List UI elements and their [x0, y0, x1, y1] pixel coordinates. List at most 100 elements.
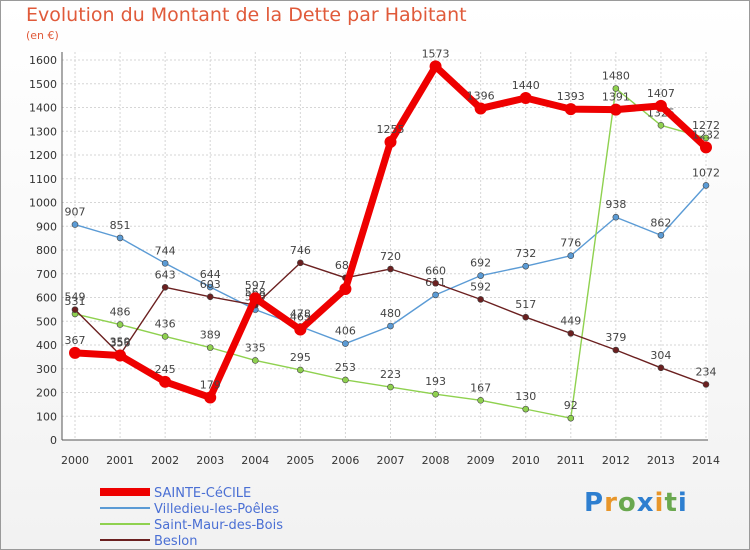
data-point: [206, 344, 214, 351]
proxiti-logo: Proxiti: [584, 488, 688, 518]
data-point: [567, 330, 575, 337]
data-label: 643: [155, 268, 176, 281]
data-label: 193: [425, 375, 446, 388]
data-point: [522, 262, 530, 270]
x-tick-label: 2011: [557, 454, 585, 467]
data-point: [71, 306, 79, 313]
data-point: [294, 323, 307, 336]
data-point: [657, 122, 665, 129]
data-point: [612, 213, 620, 221]
data-label: 359: [110, 336, 131, 349]
data-point: [342, 376, 349, 384]
data-point: [206, 283, 214, 291]
data-point: [69, 346, 81, 359]
data-label: 517: [515, 298, 536, 311]
data-point: [161, 259, 169, 267]
data-label: 746: [290, 244, 311, 257]
x-tick-label: 2002: [151, 454, 179, 467]
chart-subtitle: (en €): [26, 29, 59, 42]
data-label: 531: [65, 295, 86, 308]
y-tick-label: 300: [36, 363, 57, 376]
data-point: [702, 381, 710, 388]
data-label: 245: [155, 363, 176, 376]
data-point: [522, 405, 530, 413]
data-label: 597: [245, 279, 266, 292]
x-tick-label: 2012: [602, 454, 630, 467]
data-label: 692: [470, 257, 491, 270]
x-tick-label: 2013: [647, 454, 675, 467]
y-tick-label: 500: [36, 315, 57, 328]
data-label: 436: [155, 317, 176, 330]
data-label: 1072: [692, 166, 720, 179]
data-point: [159, 375, 172, 388]
x-tick-label: 2010: [512, 454, 540, 467]
data-point: [387, 383, 394, 391]
data-label: 223: [380, 368, 401, 381]
data-point: [339, 282, 352, 295]
y-tick-label: 0: [50, 434, 57, 447]
data-point: [657, 231, 665, 239]
data-label: 1573: [422, 47, 450, 60]
data-point: [477, 397, 484, 404]
x-tick-label: 2001: [106, 454, 134, 467]
x-tick-label: 2007: [377, 454, 405, 467]
data-point: [116, 234, 124, 242]
data-point: [432, 390, 439, 398]
y-tick-label: 1200: [29, 149, 57, 162]
data-point: [204, 391, 217, 404]
data-label: 1272: [692, 119, 720, 132]
data-label: 851: [110, 219, 131, 232]
data-point: [474, 102, 487, 115]
data-label: 549: [65, 291, 86, 304]
legend-label: Villedieu-les-Poêles: [154, 502, 279, 517]
x-tick-label: 2009: [467, 454, 495, 467]
data-label: 744: [155, 244, 176, 257]
data-point: [432, 291, 439, 299]
x-tick-label: 2004: [241, 454, 269, 467]
data-label: 406: [335, 325, 356, 338]
data-point: [297, 366, 304, 374]
data-point: [71, 221, 79, 228]
data-point: [657, 364, 665, 372]
y-tick-label: 1500: [29, 78, 57, 91]
data-label: 379: [605, 331, 626, 344]
data-point: [116, 321, 124, 328]
data-point: [564, 103, 577, 116]
legend-label: SAINTE-CéCILE: [154, 486, 251, 501]
data-label: 862: [650, 216, 671, 229]
data-label: 465: [290, 311, 311, 324]
data-point: [161, 283, 169, 291]
data-label: 644: [200, 268, 221, 281]
x-tick-label: 2008: [422, 454, 450, 467]
data-point: [297, 259, 304, 267]
data-label: 1391: [602, 91, 630, 104]
x-tick-label: 2006: [331, 454, 359, 467]
data-point: [700, 141, 712, 154]
data-label: 938: [605, 198, 626, 211]
data-point: [477, 272, 484, 279]
legend-label: Saint-Maur-des-Bois: [154, 518, 283, 533]
data-label: 253: [335, 361, 356, 374]
data-label: 1407: [647, 87, 675, 100]
data-label: 720: [380, 250, 401, 263]
y-tick-label: 1100: [29, 173, 57, 186]
data-label: 367: [65, 334, 86, 347]
y-tick-label: 1300: [29, 125, 57, 138]
chart-title: Evolution du Montant de la Dette par Hab…: [26, 4, 467, 26]
y-tick-label: 900: [36, 220, 57, 233]
plot-area: [62, 52, 708, 440]
data-label: 1440: [512, 79, 540, 92]
data-label: 486: [110, 306, 131, 319]
data-label: 1393: [557, 90, 585, 103]
data-point: [702, 182, 710, 189]
x-tick-label: 2000: [61, 454, 89, 467]
data-point: [206, 293, 214, 301]
data-label: 732: [515, 247, 536, 260]
data-label: 478: [290, 307, 311, 320]
data-label: 592: [470, 280, 491, 293]
data-label: 1396: [467, 89, 495, 102]
data-label: 480: [380, 307, 401, 320]
data-point: [429, 60, 442, 73]
data-label: 449: [560, 314, 581, 327]
